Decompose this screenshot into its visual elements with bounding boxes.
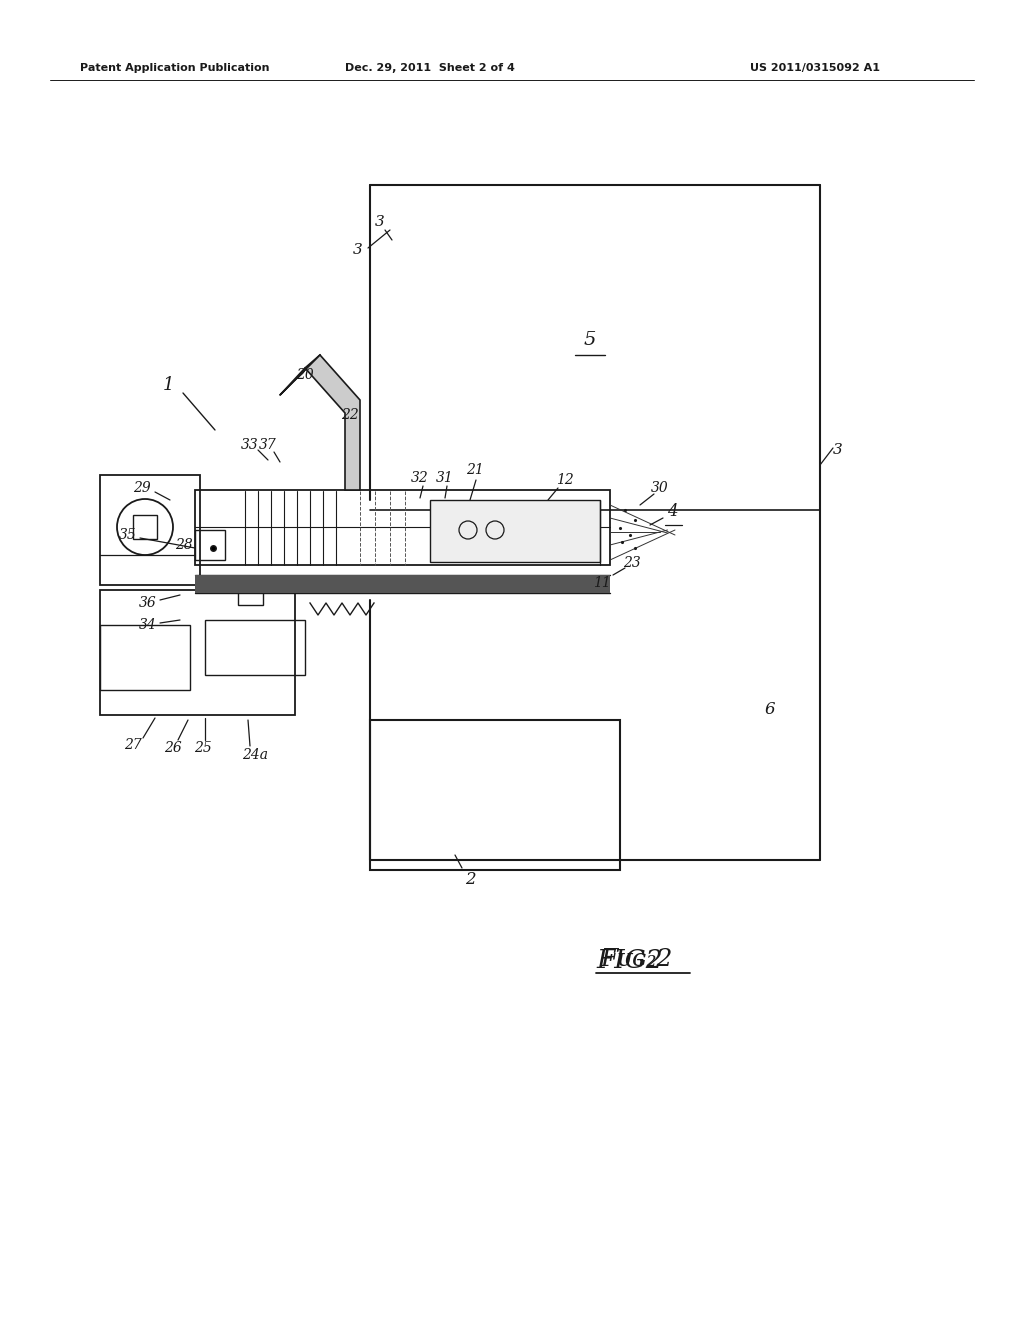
Text: 35: 35 bbox=[119, 528, 137, 543]
Text: 30: 30 bbox=[651, 480, 669, 495]
Bar bbox=[195, 490, 610, 565]
Text: 34: 34 bbox=[139, 618, 157, 632]
Text: FIG2: FIG2 bbox=[596, 948, 663, 973]
Text: 5: 5 bbox=[584, 331, 596, 348]
Text: 1: 1 bbox=[162, 376, 174, 393]
Text: 3: 3 bbox=[834, 444, 843, 457]
Text: Patent Application Publication: Patent Application Publication bbox=[80, 63, 269, 73]
Text: 11: 11 bbox=[593, 576, 611, 590]
Text: Dec. 29, 2011  Sheet 2 of 4: Dec. 29, 2011 Sheet 2 of 4 bbox=[345, 63, 515, 73]
Text: 27: 27 bbox=[124, 738, 142, 752]
Text: 32: 32 bbox=[411, 471, 429, 484]
Polygon shape bbox=[280, 355, 360, 490]
Text: 28: 28 bbox=[175, 539, 193, 552]
Bar bbox=[430, 500, 600, 562]
Text: 3: 3 bbox=[353, 243, 362, 257]
Text: 4: 4 bbox=[667, 503, 677, 520]
Text: 25: 25 bbox=[195, 741, 212, 755]
Text: Fᴜɢ₂2: Fᴜɢ₂2 bbox=[600, 949, 673, 972]
Text: 24a: 24a bbox=[242, 748, 268, 762]
Bar bbox=[205, 620, 305, 675]
Text: 33: 33 bbox=[241, 438, 259, 451]
Bar bbox=[238, 590, 263, 605]
Bar bbox=[100, 475, 200, 585]
Text: 6: 6 bbox=[765, 701, 775, 718]
Text: 22: 22 bbox=[341, 408, 358, 422]
Text: 21: 21 bbox=[466, 463, 484, 477]
Text: 23: 23 bbox=[624, 556, 641, 570]
Text: 12: 12 bbox=[556, 473, 573, 487]
Bar bbox=[195, 576, 610, 593]
Bar bbox=[133, 515, 157, 539]
Text: 37: 37 bbox=[259, 438, 276, 451]
Bar bbox=[195, 531, 225, 560]
Text: 3: 3 bbox=[375, 215, 385, 228]
Text: 31: 31 bbox=[436, 471, 454, 484]
Text: 20: 20 bbox=[296, 368, 314, 381]
Bar bbox=[100, 624, 190, 690]
Text: US 2011/0315092 A1: US 2011/0315092 A1 bbox=[750, 63, 880, 73]
Text: 2: 2 bbox=[465, 871, 475, 888]
Text: 36: 36 bbox=[139, 597, 157, 610]
Bar bbox=[100, 590, 295, 715]
Text: 29: 29 bbox=[133, 480, 151, 495]
Text: 26: 26 bbox=[164, 741, 182, 755]
Bar bbox=[370, 719, 620, 870]
